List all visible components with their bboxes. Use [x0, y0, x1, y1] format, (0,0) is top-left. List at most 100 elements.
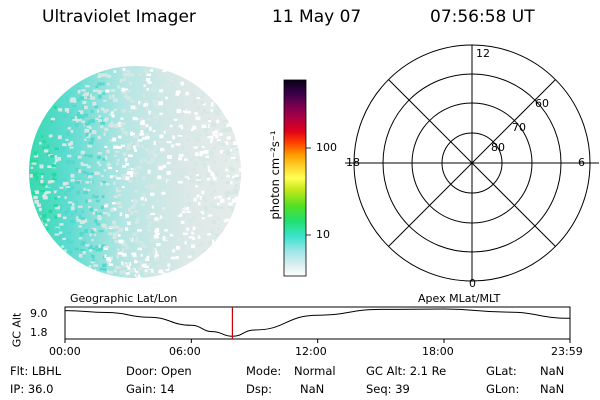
timeline-xtick-3: 18:00	[422, 345, 454, 358]
uv-pixel	[211, 239, 214, 242]
uv-pixel	[181, 169, 185, 173]
uv-pixel	[228, 130, 232, 133]
uv-pixel	[89, 249, 93, 252]
uv-pixel	[92, 194, 95, 198]
uv-pixel	[117, 194, 122, 197]
uv-pixel	[178, 168, 182, 173]
uv-pixel	[207, 177, 211, 181]
uv-pixel	[177, 136, 182, 140]
uv-pixel	[170, 105, 173, 109]
time-label: 07:56:58 UT	[430, 7, 535, 27]
uv-pixel	[77, 181, 81, 184]
uv-pixel	[61, 216, 64, 220]
uv-pixel	[29, 174, 34, 178]
uv-pixel	[239, 175, 241, 179]
uv-pixel	[95, 195, 99, 199]
uv-pixel	[98, 115, 102, 119]
uv-pixel	[187, 139, 191, 143]
uv-pixel	[143, 270, 147, 274]
uv-pixel	[205, 124, 209, 128]
uv-pixel	[184, 158, 188, 161]
uv-pixel	[162, 70, 167, 73]
uv-pixel	[195, 138, 200, 143]
uv-pixel	[130, 170, 134, 175]
uv-pixel	[98, 214, 101, 219]
uv-pixel	[225, 218, 230, 222]
uv-pixel	[212, 175, 215, 180]
uv-pixel	[133, 145, 136, 149]
uv-pixel	[194, 93, 197, 97]
uv-pixel	[46, 144, 50, 148]
uv-pixel	[47, 183, 51, 188]
timeline-xtick-2: 12:00	[295, 345, 327, 358]
lat-label-80: 80	[491, 141, 505, 154]
uv-pixel	[152, 85, 156, 88]
uv-pixel	[91, 238, 94, 242]
dsp-label: Dsp:	[246, 382, 273, 396]
uv-pixel	[113, 124, 119, 128]
uv-pixel	[32, 173, 37, 177]
uv-pixel	[68, 250, 73, 254]
uv-pixel	[82, 106, 86, 109]
uv-pixel	[82, 218, 88, 223]
uv-pixel	[159, 147, 165, 152]
uv-pixel	[35, 179, 38, 182]
uv-pixel	[76, 98, 80, 102]
uv-pixel	[150, 88, 156, 91]
uv-pixel	[112, 232, 117, 237]
uv-pixel	[112, 88, 116, 92]
uv-pixel	[235, 158, 238, 162]
uv-pixel	[150, 192, 155, 196]
uv-pixel	[195, 192, 198, 195]
ip-label: IP: 36.0	[10, 382, 54, 396]
uv-pixel	[116, 201, 122, 205]
uv-pixel	[116, 123, 122, 127]
uv-pixel	[208, 120, 212, 123]
uv-pixel	[228, 202, 233, 206]
uv-pixel	[220, 176, 224, 179]
uv-pixel	[85, 199, 88, 204]
uv-pixel	[108, 232, 113, 236]
uv-pixel	[87, 174, 92, 177]
uv-pixel	[39, 207, 42, 211]
uv-pixel	[90, 180, 93, 184]
uv-pixel	[161, 189, 164, 192]
uv-pixel	[188, 179, 193, 184]
uv-pixel	[131, 252, 137, 256]
uv-pixel	[154, 254, 159, 259]
uv-pixel	[182, 210, 186, 214]
uv-pixel	[211, 123, 216, 127]
uv-pixel	[39, 164, 44, 169]
uv-pixel	[147, 269, 152, 274]
uv-pixel	[210, 139, 213, 144]
uv-pixel	[172, 184, 176, 188]
uv-pixel	[71, 213, 74, 216]
uv-pixel	[191, 250, 194, 254]
uv-pixel	[54, 147, 59, 150]
uv-pixel	[145, 124, 149, 128]
uv-pixel	[170, 173, 174, 177]
uv-pixel	[95, 245, 98, 249]
uv-pixel	[119, 270, 122, 275]
uv-pixel	[39, 142, 42, 145]
uv-pixel	[90, 119, 95, 123]
uv-pixel	[84, 154, 89, 157]
uv-pixel	[168, 127, 173, 131]
uv-pixel	[167, 204, 172, 207]
uv-pixel	[183, 177, 188, 182]
uv-pixel	[194, 98, 198, 101]
uv-pixel	[178, 153, 184, 157]
uv-pixel	[86, 92, 89, 97]
uv-pixel	[150, 150, 155, 155]
uv-pixel	[64, 108, 70, 112]
uv-pixel	[84, 85, 90, 88]
uv-pixel	[117, 205, 123, 209]
uv-pixel	[122, 72, 127, 77]
uv-pixel	[80, 150, 85, 155]
uv-pixel	[194, 112, 198, 115]
uv-pixel	[42, 219, 46, 223]
uv-pixel	[118, 230, 122, 233]
uv-pixel	[90, 109, 94, 113]
uv-pixel	[162, 271, 166, 275]
